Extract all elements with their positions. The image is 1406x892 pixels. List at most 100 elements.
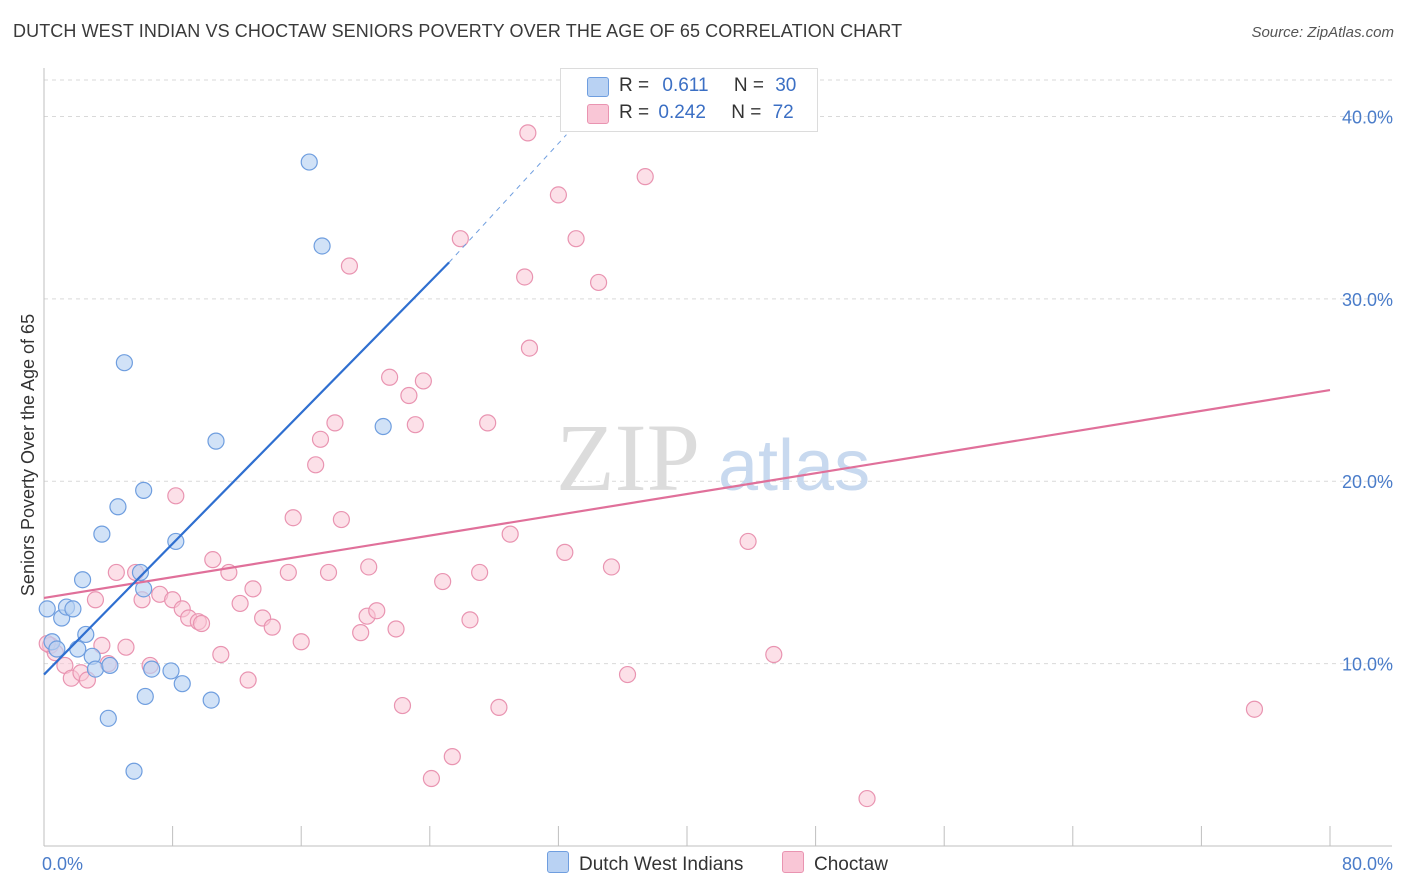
bottom-legend-dutch-west-indians: Dutch West Indians — [547, 851, 743, 876]
choctaw-point — [414, 372, 432, 390]
choctaw-point — [471, 563, 489, 582]
choctaw-point — [192, 614, 211, 633]
dutch-west-indians-point — [374, 417, 392, 436]
choctaw-point — [117, 638, 135, 656]
choctaw-point — [212, 645, 230, 664]
y-tick-label: 10.0% — [1342, 655, 1393, 675]
choctaw-point — [204, 551, 222, 569]
choctaw-point — [501, 525, 519, 543]
dutch-west-indians-point — [73, 571, 92, 589]
choctaw-point — [381, 368, 399, 386]
choctaw-point — [284, 509, 302, 527]
choctaw-point — [765, 645, 783, 664]
choctaw-point — [602, 558, 621, 576]
y-axis-label: Seniors Poverty Over the Age of 65 — [18, 314, 38, 596]
source-attribution: Source: ZipAtlas.com — [1251, 24, 1394, 41]
choctaw-point — [549, 186, 568, 204]
dutch-west-indians-point — [125, 762, 143, 780]
dutch-west-indians-point — [300, 153, 318, 171]
choctaw-point — [490, 698, 508, 716]
watermark-atlas: atlas — [718, 426, 870, 506]
dutch-west-indians-point — [135, 481, 153, 499]
axes — [43, 68, 1392, 847]
choctaw-point — [422, 769, 441, 788]
choctaw-point — [589, 273, 608, 292]
x-tick-label-max: 80.0% — [1342, 854, 1393, 874]
dutch-west-indians-point — [99, 709, 117, 727]
choctaw-point — [618, 665, 637, 684]
choctaw-point — [400, 386, 418, 405]
choctaw-point — [516, 268, 534, 286]
dutch-west-indians-point — [143, 660, 161, 678]
dutch-west-indians-point — [202, 691, 220, 709]
y-tick-labels: 10.0% 20.0% 30.0% 40.0% — [1342, 107, 1393, 674]
choctaw-point — [352, 624, 370, 642]
dutch-west-indians-point — [93, 525, 111, 543]
legend-r-label: R = — [619, 75, 650, 96]
choctaw-point — [393, 696, 412, 715]
y-tick-label: 30.0% — [1342, 290, 1393, 310]
legend-swatch-blue — [547, 851, 569, 873]
choctaw-point — [167, 487, 185, 505]
dutch-west-indians-point — [77, 625, 95, 644]
dutch-west-indians-point — [64, 600, 82, 618]
choctaw-point — [263, 618, 281, 636]
choctaw-point — [858, 789, 876, 808]
choctaw-point — [567, 230, 585, 248]
choctaw-point — [387, 620, 405, 638]
dutch-west-indians-trend-line — [43, 261, 450, 676]
choctaw-point — [360, 558, 378, 576]
dutch-west-indians-point — [207, 432, 225, 450]
dutch-west-indians-trend-extension — [448, 134, 567, 263]
chart-title: DUTCH WEST INDIAN VS CHOCTAW SENIORS POV… — [13, 21, 903, 41]
legend-r-label: R = — [619, 102, 650, 123]
correlation-legend: R = 0.611 N = 30 R = 0.242 N = 72 — [560, 68, 818, 132]
choctaw-point — [279, 563, 297, 582]
dutch-west-indians-point — [109, 498, 127, 516]
choctaw-points — [38, 124, 1264, 808]
choctaw-point — [451, 230, 469, 248]
y-tick-label: 40.0% — [1342, 107, 1393, 127]
legend-swatch-pink — [782, 851, 804, 873]
choctaw-point — [307, 456, 325, 474]
legend-r-value: 0.611 — [662, 75, 709, 96]
legend-swatch-blue — [587, 77, 609, 97]
choctaw-point — [93, 636, 111, 654]
choctaw-point — [434, 572, 452, 591]
y-tick-label: 20.0% — [1342, 472, 1393, 492]
choctaw-point — [739, 532, 757, 551]
choctaw-point — [319, 563, 338, 582]
watermark-zip: ZIP — [556, 404, 700, 511]
watermark: ZIP atlas — [556, 404, 870, 511]
legend-r-value: 0.242 — [658, 102, 706, 123]
legend-n-label: N = — [733, 75, 764, 96]
grid-lines — [44, 79, 1392, 665]
trend-lines — [43, 134, 1331, 676]
choctaw-point — [1245, 700, 1264, 718]
choctaw-point — [340, 257, 359, 275]
dutch-west-indians-point — [86, 660, 105, 678]
choctaw-point — [479, 414, 497, 432]
legend-n-value: 72 — [772, 102, 794, 123]
choctaw-point — [231, 594, 249, 613]
dutch-west-indians-point — [101, 656, 119, 675]
choctaw-point — [636, 168, 654, 186]
choctaw-point — [326, 414, 344, 432]
dutch-west-indians-point — [115, 354, 133, 372]
dutch-west-indians-point — [48, 640, 66, 658]
choctaw-point — [107, 563, 125, 582]
dutch-west-indians-point — [131, 563, 150, 582]
choctaw-point — [556, 543, 574, 561]
legend-label: Dutch West Indians — [579, 854, 744, 875]
choctaw-point — [443, 748, 461, 766]
choctaw-point — [311, 430, 330, 448]
bottom-legend-choctaw: Choctaw — [782, 851, 888, 876]
choctaw-point — [368, 602, 386, 620]
choctaw-point — [239, 671, 257, 689]
legend-n-label: N = — [731, 102, 762, 123]
choctaw-point — [292, 633, 310, 651]
choctaw-point — [332, 510, 350, 529]
dutch-west-indians-point — [173, 675, 191, 693]
choctaw-point — [86, 591, 105, 609]
